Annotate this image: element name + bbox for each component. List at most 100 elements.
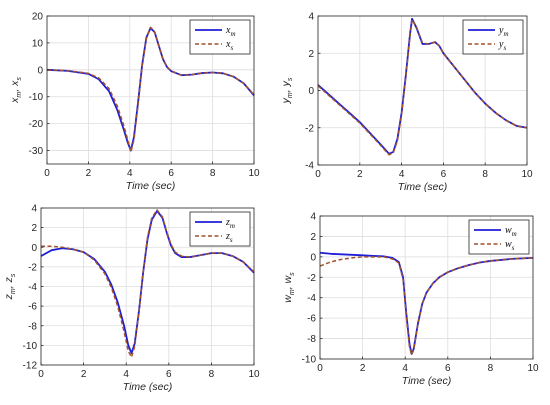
x-tick-label: 6	[166, 369, 172, 380]
y-label-subscript: m	[289, 289, 296, 295]
legend-box	[189, 211, 251, 247]
y-tick-label: 0	[31, 243, 37, 254]
y-tick-label: 20	[32, 12, 44, 23]
x-tick-label: 6	[441, 169, 447, 180]
y-tick-label: 0	[37, 65, 43, 76]
y-tick-label: -4	[307, 293, 316, 304]
series-line-ys	[317, 18, 528, 156]
x-tick-label: 8	[488, 363, 494, 374]
symbol-text: w	[505, 225, 512, 236]
y-tick-label: -10	[302, 355, 317, 366]
x-tick-label: 10	[527, 363, 539, 374]
y-tick-label: -12	[23, 361, 38, 372]
y-tick-label: 4	[310, 212, 316, 223]
subscript-text: m	[512, 230, 517, 238]
x-tick-label: 10	[248, 168, 260, 179]
axes-box	[46, 15, 255, 165]
x-tick-label: 4	[123, 369, 129, 380]
x-tick-label: 8	[210, 168, 216, 179]
x-tick-label: 10	[521, 169, 533, 180]
series-line-xs	[46, 26, 255, 153]
legend-label: ym	[498, 25, 509, 38]
separator-text: ,	[280, 86, 292, 92]
legend-label: zm	[225, 217, 235, 230]
x-tick-label: 0	[38, 369, 44, 380]
legend-label: wm	[505, 225, 517, 238]
y-label-subscript: s	[10, 273, 17, 277]
x-tick-label: 4	[127, 168, 133, 179]
separator-text: ,	[3, 282, 15, 288]
separator-text: ,	[9, 86, 21, 92]
y-label-subscript: s	[289, 272, 296, 276]
legend-box	[468, 219, 530, 255]
legend-label: zs	[225, 231, 233, 244]
y-label-subscript: m	[10, 288, 17, 294]
legend-label: xm	[225, 25, 236, 38]
subscript-text: s	[230, 236, 233, 244]
y-axis-label: wm, ws	[282, 272, 296, 303]
symbol-text: y	[498, 39, 504, 50]
x-axis-label: Time (sec)	[126, 180, 176, 192]
legend-box	[189, 19, 251, 55]
x-tick-label: 6	[168, 168, 174, 179]
y-tick-label: 4	[308, 12, 314, 23]
x-tick-label: 4	[402, 363, 408, 374]
y-tick-label: -6	[28, 302, 37, 313]
y-axis-label: zm, zs	[3, 273, 17, 300]
symbol-text: x	[225, 39, 231, 50]
y-tick-label: -8	[307, 334, 316, 345]
y-tick-label: -4	[305, 161, 314, 172]
y-tick-label: 2	[310, 232, 316, 243]
x-tick-label: 0	[317, 363, 323, 374]
y-label-symbol: x	[9, 97, 21, 104]
y-tick-label: 2	[308, 49, 314, 60]
y-label-subscript: m	[287, 92, 294, 98]
x-axis-label: Time (sec)	[123, 381, 173, 393]
y-tick-label: 0	[308, 86, 314, 97]
y-label-subscript: m	[16, 92, 23, 98]
y-tick-label: 0	[310, 252, 316, 263]
y-label-symbol: z	[3, 276, 15, 283]
symbol-text: z	[225, 217, 230, 228]
subscript-text: m	[503, 30, 508, 38]
y-label-subscript: s	[16, 77, 23, 81]
y-tick-label: -30	[29, 146, 44, 157]
x-axis-label: Time (sec)	[402, 375, 452, 387]
y-label-symbol: y	[280, 97, 292, 104]
y-axis-label: xm, xs	[9, 77, 23, 104]
y-tick-label: -10	[29, 92, 44, 103]
axes-box	[319, 215, 534, 360]
legend-label: ys	[498, 39, 506, 52]
symbol-text: w	[505, 239, 512, 250]
x-tick-label: 2	[357, 169, 363, 180]
subscript-text: s	[503, 44, 506, 52]
y-tick-label: -20	[29, 119, 44, 130]
subscript-text: s	[230, 44, 233, 52]
y-tick-label: 2	[31, 223, 37, 234]
y-label-symbol: z	[3, 293, 15, 300]
x-tick-label: 2	[81, 369, 87, 380]
x-tick-label: 4	[399, 169, 405, 180]
y-tick-label: -8	[28, 321, 37, 332]
y-label-symbol: w	[282, 274, 294, 283]
x-tick-label: 2	[86, 168, 92, 179]
x-tick-label: 0	[315, 169, 321, 180]
subscript-text: m	[230, 30, 235, 38]
series-line-zs	[41, 209, 255, 358]
x-tick-label: 8	[209, 369, 215, 380]
y-axis-label: ym, ys	[280, 77, 294, 104]
symbol-text: z	[225, 231, 230, 242]
y-tick-label: -2	[28, 262, 37, 273]
y-label-symbol: y	[280, 80, 292, 87]
legend-label: ws	[505, 239, 515, 252]
y-tick-label: -10	[23, 341, 38, 352]
series-line-ws	[319, 256, 534, 356]
y-tick-label: -2	[305, 123, 314, 134]
